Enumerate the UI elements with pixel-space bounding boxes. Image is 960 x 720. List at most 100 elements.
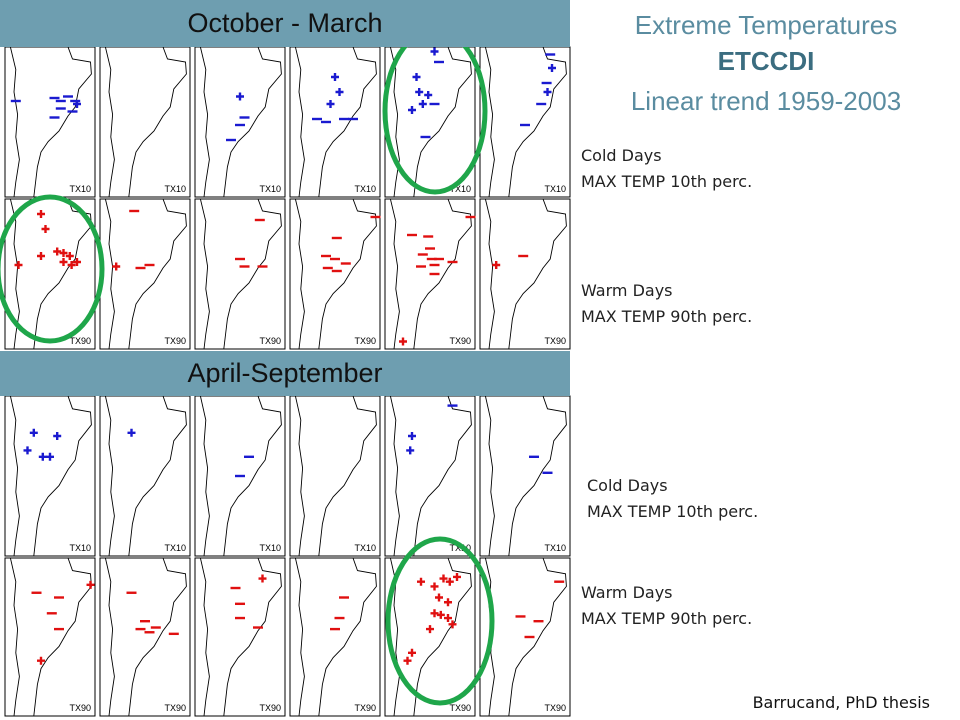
trend-marker-plus: [65, 252, 74, 260]
map-panel: TX10: [99, 46, 191, 198]
label-warm-title-2: Warm Days: [581, 583, 673, 602]
panel-index-tag: TX90: [259, 336, 281, 346]
season-banner-oct-mar: October - March: [0, 0, 570, 47]
country-border: [294, 395, 305, 557]
title-line-3: Linear trend 1959-2003: [630, 86, 902, 116]
country-border: [199, 557, 210, 717]
trend-marker-plus: [408, 648, 416, 657]
panel-frame: [194, 198, 286, 350]
season-banner-apr-sep: April-September: [0, 351, 570, 396]
trend-marker-plus: [415, 88, 424, 96]
panel-frame: [479, 46, 571, 198]
country-border: [389, 198, 400, 350]
label-cold-sub-1: MAX TEMP 10th perc.: [581, 172, 753, 191]
country-border: [104, 46, 115, 198]
trend-marker-plus: [399, 337, 407, 346]
season-label-apr-sep: April-September: [187, 358, 383, 388]
label-cold-sub-2: MAX TEMP 10th perc.: [587, 502, 759, 521]
map-panel: TX10: [384, 46, 476, 198]
panel-index-tag: TX10: [69, 543, 91, 553]
label-warm-days-2: Warm Days MAX TEMP 90th perc.: [581, 580, 752, 632]
country-outline: [493, 46, 567, 198]
trend-marker-plus: [67, 261, 76, 269]
trend-marker-plus: [37, 656, 45, 665]
panel-frame: [289, 198, 381, 350]
panel-index-tag: TX10: [259, 184, 281, 194]
panel-index-tag: TX10: [354, 543, 376, 553]
panel-index-tag: TX10: [449, 184, 471, 194]
trend-marker-plus: [435, 593, 443, 602]
trend-marker-plus: [444, 614, 452, 623]
trend-marker-plus: [406, 446, 415, 455]
map-panel: TX10: [99, 395, 191, 557]
trend-marker-plus: [59, 249, 68, 257]
country-border: [199, 198, 210, 350]
country-border: [9, 395, 20, 557]
map-panel: TX90: [479, 198, 571, 350]
trend-marker-plus: [258, 574, 267, 583]
panel-frame: [194, 557, 286, 717]
panel-index-tag: TX90: [544, 703, 566, 713]
country-border: [294, 557, 305, 717]
trend-marker-plus: [73, 258, 81, 266]
trend-marker-plus: [335, 88, 344, 96]
panel-frame: [384, 557, 476, 717]
trend-marker-plus: [418, 100, 427, 108]
country-outline: [398, 395, 472, 557]
map-panel: TX90: [4, 198, 96, 350]
country-outline: [208, 557, 282, 717]
trend-marker-plus: [426, 625, 434, 634]
panel-frame: [289, 46, 381, 198]
trend-marker-plus: [453, 572, 461, 581]
trend-marker-plus: [412, 73, 421, 81]
country-border: [484, 395, 495, 557]
trend-marker-plus: [403, 656, 412, 665]
trend-marker-plus: [439, 574, 448, 583]
trend-marker-plus: [59, 258, 68, 266]
panel-frame: [194, 46, 286, 198]
trend-marker-plus: [29, 428, 38, 437]
country-outline: [398, 198, 472, 350]
panel-index-tag: TX90: [449, 336, 471, 346]
highlight-ring: [0, 194, 105, 344]
highlight-ring: [385, 536, 495, 706]
trend-marker-plus: [112, 262, 121, 271]
trend-marker-plus: [46, 452, 54, 461]
panel-index-tag: TX90: [164, 336, 186, 346]
map-panel: TX10: [479, 46, 571, 198]
trend-marker-plus: [436, 610, 445, 619]
country-outline: [113, 46, 187, 198]
country-outline: [303, 46, 377, 198]
panel-frame: [479, 198, 571, 350]
panel-index-tag: TX90: [544, 336, 566, 346]
label-cold-title-2: Cold Days: [587, 476, 668, 495]
panel-index-tag: TX90: [449, 703, 471, 713]
trend-marker-plus: [430, 47, 439, 56]
trend-marker-plus: [331, 73, 339, 81]
country-outline: [303, 557, 377, 717]
credit-text: Barrucand, PhD thesis: [752, 693, 930, 712]
trend-marker-plus: [236, 92, 244, 101]
trend-marker-plus: [448, 620, 457, 629]
panel-index-tag: TX90: [164, 703, 186, 713]
panel-index-tag: TX10: [354, 184, 376, 194]
country-outline: [208, 395, 282, 557]
panel-index-tag: TX90: [69, 703, 91, 713]
trend-marker-plus: [430, 609, 439, 618]
panel-frame: [4, 198, 96, 350]
panel-frame: [289, 557, 381, 717]
trend-marker-plus: [37, 252, 45, 260]
label-warm-days-1: Warm Days MAX TEMP 90th perc.: [581, 278, 752, 330]
panel-index-tag: TX10: [69, 184, 91, 194]
panel-index-tag: TX10: [544, 184, 566, 194]
panel-index-tag: TX90: [259, 703, 281, 713]
trend-marker-plus: [127, 428, 136, 437]
map-panel: TX90: [479, 557, 571, 717]
trend-marker-plus: [417, 577, 425, 586]
title-line-2: ETCCDI: [717, 46, 815, 76]
panel-index-tag: TX90: [354, 336, 376, 346]
map-panel: TX10: [479, 395, 571, 557]
trend-marker-plus: [430, 582, 439, 591]
country-border: [9, 557, 20, 717]
